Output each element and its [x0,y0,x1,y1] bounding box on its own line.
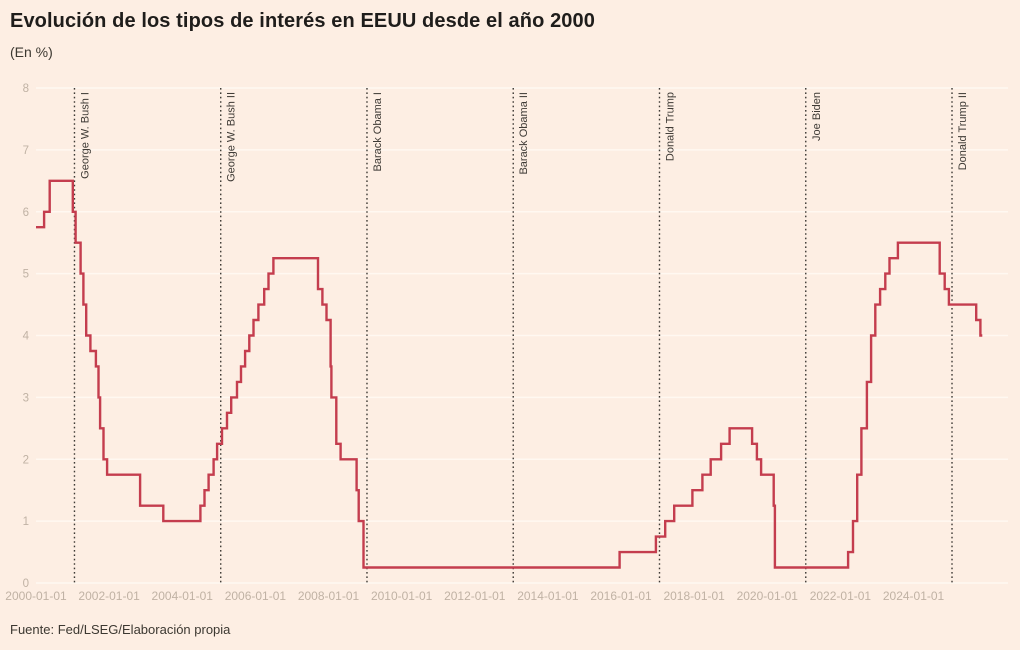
x-axis-tick-label: 2000-01-01 [5,589,67,603]
presidential-term-label: Joe Biden [811,92,823,141]
x-axis-tick-label: 2024-01-01 [883,589,945,603]
presidential-term-label: Donald Trump [664,92,676,161]
y-axis-tick-label: 3 [23,392,29,404]
y-axis-tick-label: 0 [23,578,29,590]
chart-source: Fuente: Fed/LSEG/Elaboración propia [10,622,231,637]
chart-title: Evolución de los tipos de interés en EEU… [10,10,595,32]
x-axis-tick-label: 2002-01-01 [78,589,140,603]
presidential-term-label: Donald Trump II [957,92,969,170]
x-axis-tick-label: 2018-01-01 [663,589,725,603]
y-axis-tick-label: 4 [23,331,30,343]
chart-subtitle: (En %) [10,44,53,60]
y-axis-tick-label: 7 [23,145,29,157]
x-axis-tick-label: 2014-01-01 [517,589,579,603]
x-axis-tick-label: 2012-01-01 [444,589,506,603]
y-axis-tick-label: 5 [23,269,29,281]
y-axis-tick-label: 8 [23,83,29,95]
x-axis-tick-label: 2004-01-01 [152,589,214,603]
x-axis-tick-label: 2006-01-01 [225,589,287,603]
presidential-term-label: Barack Obama II [518,92,530,175]
y-axis-tick-label: 6 [23,207,29,219]
y-axis-tick-label: 2 [23,454,29,466]
presidential-term-label: George W. Bush I [79,92,91,179]
x-axis-tick-label: 2016-01-01 [590,589,652,603]
x-axis-tick-label: 2022-01-01 [810,589,872,603]
presidential-term-label: Barack Obama I [372,92,384,171]
x-axis-tick-label: 2010-01-01 [371,589,433,603]
x-axis-tick-label: 2020-01-01 [737,589,799,603]
presidential-term-label: George W. Bush II [226,92,238,182]
x-axis-tick-label: 2008-01-01 [298,589,360,603]
y-axis-tick-label: 1 [23,516,29,528]
interest-rate-line [36,179,983,569]
